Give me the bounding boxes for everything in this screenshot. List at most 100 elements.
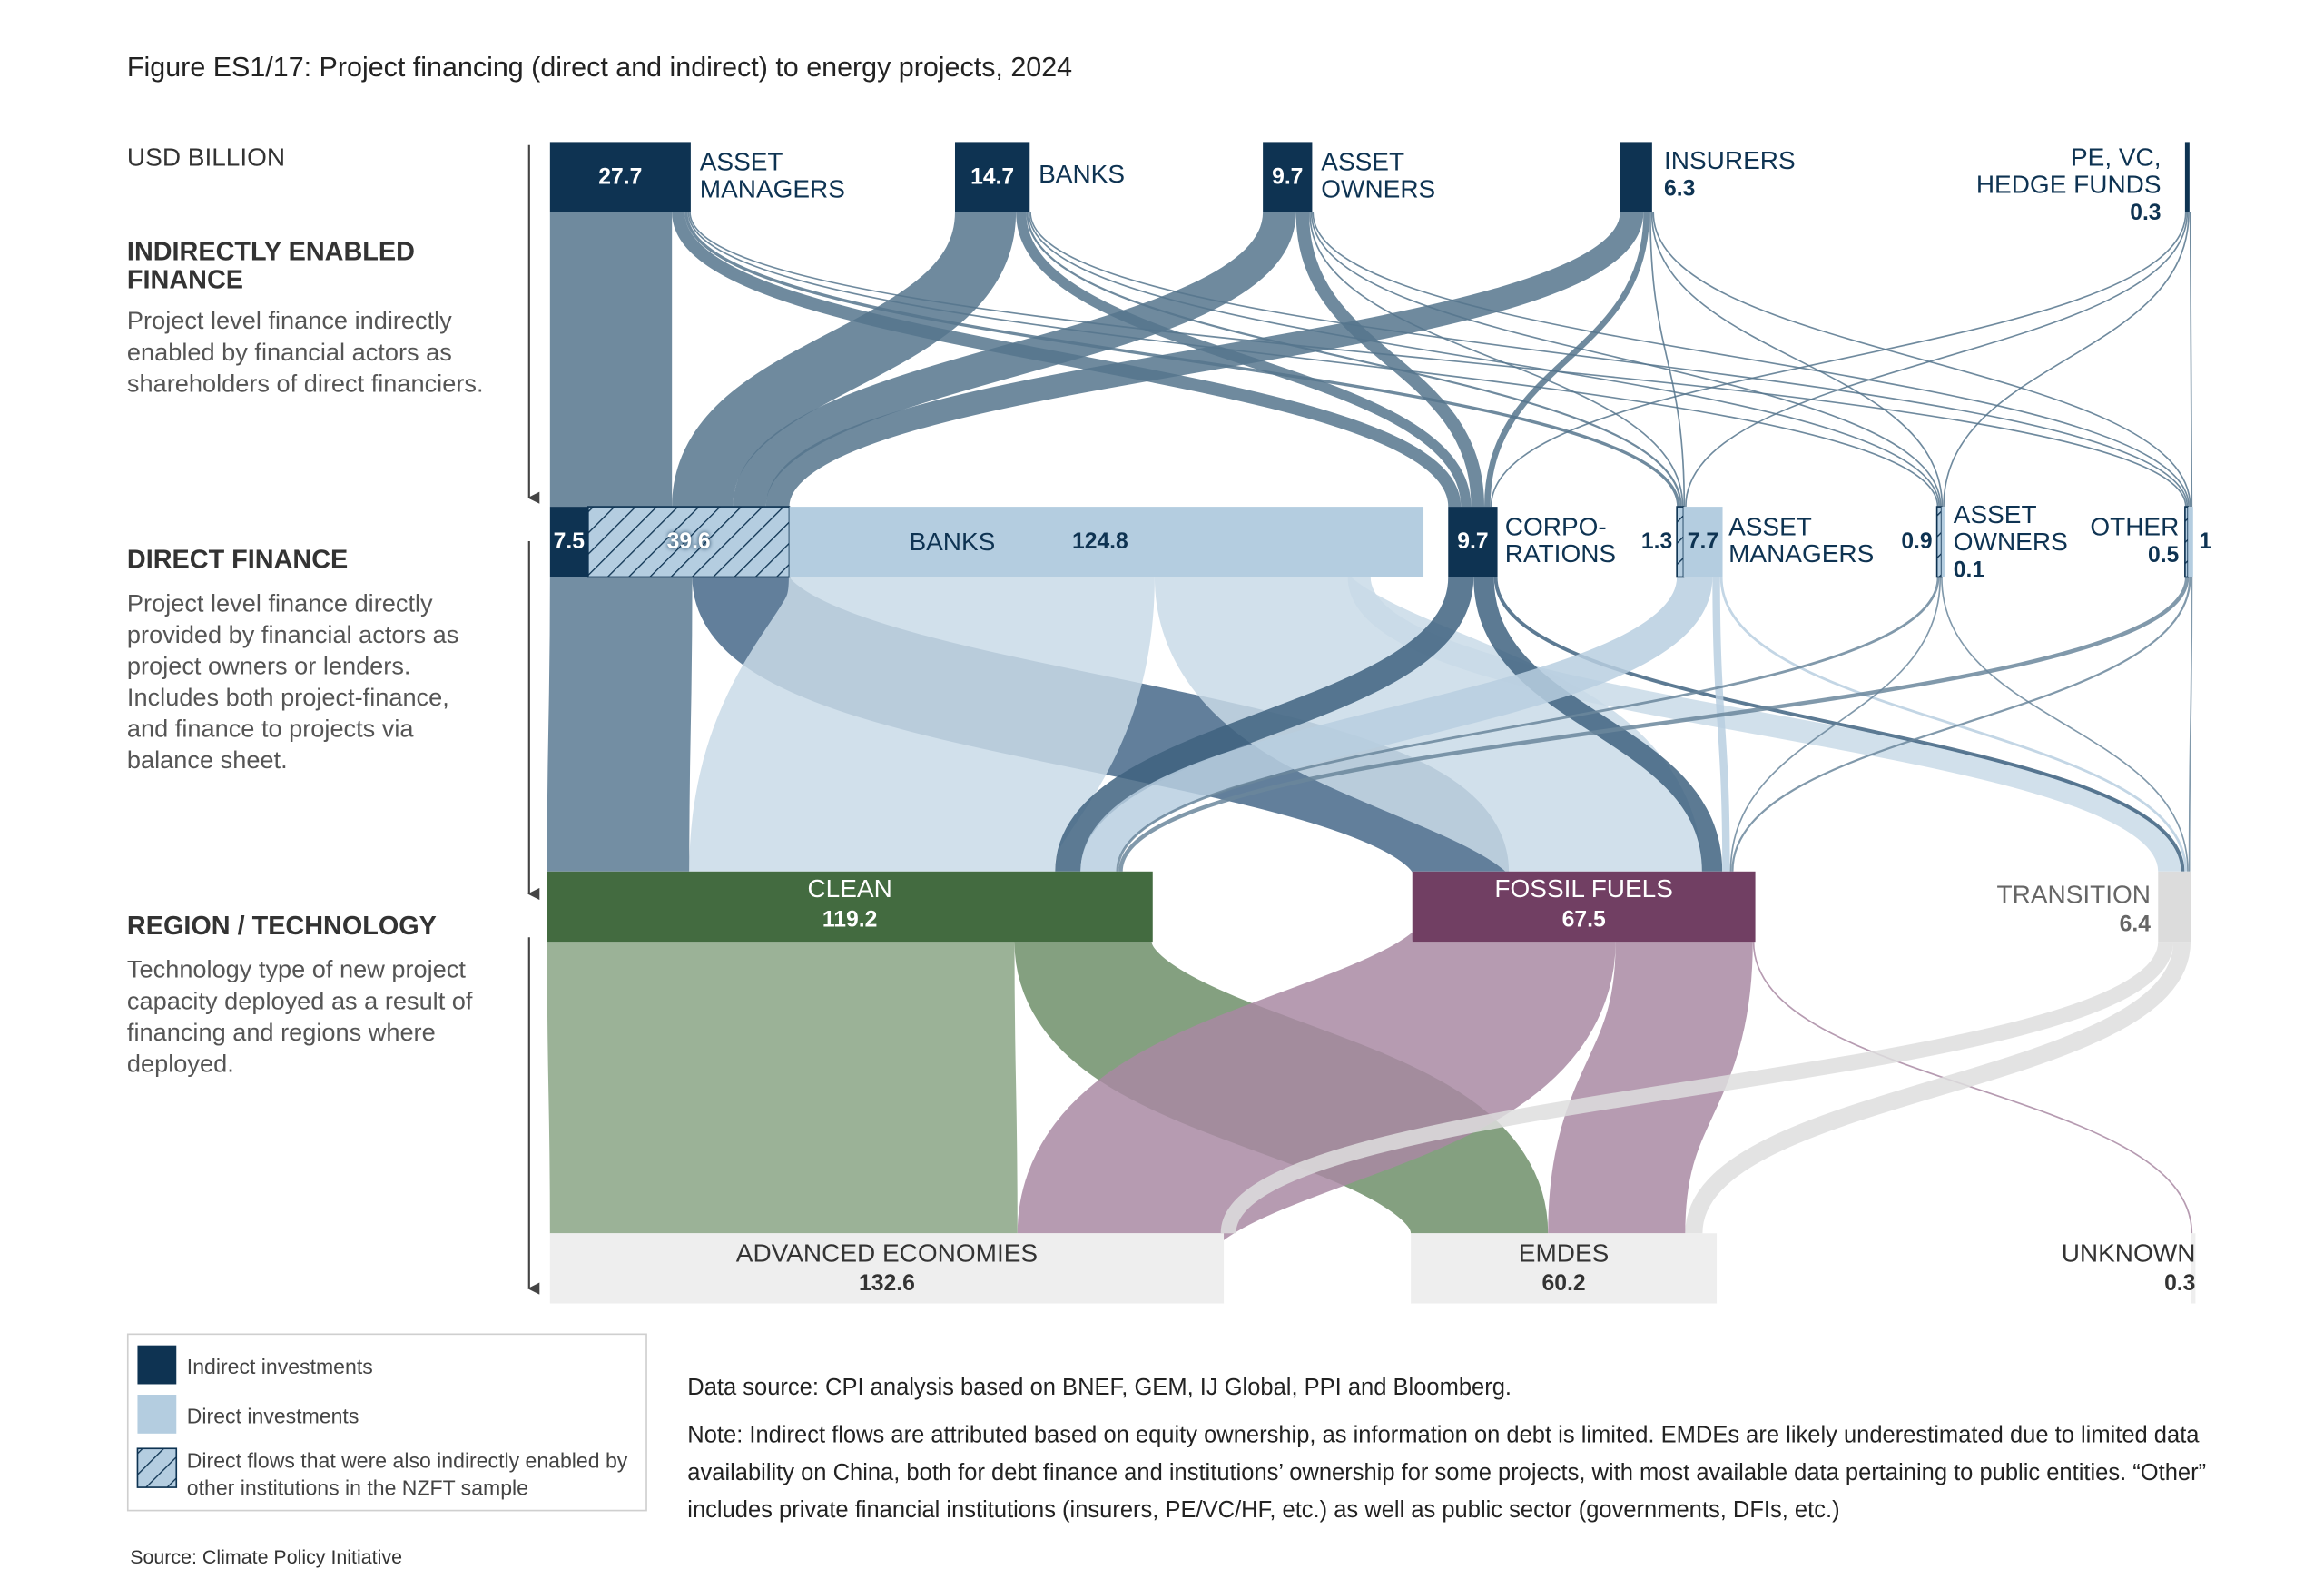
node-value: 0.9 (1901, 528, 1933, 554)
flow (1652, 212, 2191, 508)
node (2191, 1233, 2196, 1304)
node-value: 39.6 (666, 528, 711, 554)
flow (1028, 212, 1940, 508)
node-value: 60.2 (1541, 1270, 1586, 1297)
node-label: UNKNOWN (2061, 1239, 2196, 1268)
node-segment (1676, 506, 1685, 578)
flow (1116, 577, 1940, 872)
node-value: 124.8 (1071, 528, 1128, 554)
flow (689, 571, 1155, 878)
flow (1943, 212, 2190, 508)
node-label: ADVANCED ECONOMIES (735, 1239, 1039, 1268)
legend: Indirect investments Direct investments Di… (126, 1333, 647, 1512)
flow (1941, 577, 2189, 872)
level-title: DIRECT FINANCE (126, 544, 349, 575)
node-value: 9.7 (1457, 528, 1489, 554)
flow (1347, 575, 2181, 873)
flow (1752, 942, 2193, 1234)
flow (1017, 923, 1616, 1253)
node-label: PE, VC, HEDGE FUNDS (1975, 143, 2162, 199)
flow (1029, 212, 2189, 508)
node-value: 132.6 (859, 1270, 915, 1297)
node (2184, 142, 2190, 212)
flow (1493, 577, 2185, 872)
flow (1473, 577, 1723, 873)
node-segment (549, 507, 588, 577)
node-value: 0.1 (1953, 558, 1985, 584)
flow (2189, 212, 2193, 508)
node (2158, 871, 2191, 943)
flow (689, 212, 2187, 508)
legend-swatch (136, 1447, 178, 1488)
node (954, 142, 1030, 212)
flow (1080, 575, 1713, 873)
node (1411, 1233, 1718, 1304)
node (547, 871, 1153, 943)
node-label: ASSET MANAGERS (1728, 512, 1875, 568)
level-description: Project level finance directly provided … (126, 590, 459, 775)
node-value: 0.3 (2130, 200, 2162, 226)
node-value: 27.7 (598, 163, 643, 190)
node-segment (1683, 507, 1723, 577)
flow (733, 211, 1296, 508)
node-segment (789, 507, 1424, 577)
node-value: 14.7 (970, 163, 1015, 190)
node-label: FOSSIL FUELS (1494, 874, 1673, 903)
flow (1484, 212, 1650, 508)
node-label: OTHER (2090, 512, 2180, 541)
flow (1685, 941, 2191, 1234)
flow (1055, 576, 1474, 873)
node-value: 67.5 (1561, 907, 1606, 933)
flow (1220, 941, 2174, 1235)
flow (1719, 577, 2188, 872)
node (1263, 142, 1313, 212)
legend-label: Direct investments (186, 1403, 359, 1428)
node (1412, 871, 1756, 943)
node-value: 1.3 (1640, 528, 1673, 554)
node-value: 6.3 (1664, 176, 1696, 202)
flow (1731, 577, 2191, 872)
node-label: ASSET OWNERS (1321, 147, 1436, 203)
node-value: 0.5 (2147, 542, 2180, 568)
flow (1490, 212, 2187, 508)
note: Note: Indirect flows are attributed base… (687, 1423, 2207, 1524)
level-description: Project level finance indirectly enabled… (126, 308, 484, 398)
node-segment (1935, 506, 1943, 578)
legend-swatch (137, 1345, 177, 1385)
flow (672, 210, 1017, 509)
node-value: 7.5 (553, 528, 585, 554)
node-value: 7.7 (1687, 528, 1719, 554)
node-label: EMDES (1518, 1239, 1610, 1268)
flow (1312, 212, 2190, 508)
node (549, 142, 691, 212)
node-label: INSURERS (1664, 146, 1796, 175)
level-title: INDIRECTLY ENABLED FINANCE (126, 236, 415, 295)
flow (1685, 212, 2189, 508)
flow (547, 577, 693, 872)
flow (547, 942, 1018, 1234)
flow (1026, 212, 1682, 508)
flow (1309, 212, 1684, 508)
legend-label: Indirect investments (186, 1354, 373, 1378)
node-label: CLEAN (807, 874, 892, 903)
unit-label: USD BILLION (126, 143, 286, 173)
flow (1729, 577, 1942, 872)
node-value: 1 (2199, 528, 2212, 554)
source: Source: Climate Policy Initiative (130, 1545, 402, 1568)
node-value: 6.4 (2119, 912, 2152, 938)
node-label: ASSET OWNERS (1953, 500, 2068, 557)
node-label: ASSET MANAGERS (699, 147, 845, 203)
flow (1118, 577, 2190, 872)
node (1620, 142, 1652, 212)
node-label: CORPO- RATIONS (1504, 512, 1617, 568)
node-segment (1941, 507, 1945, 577)
node-value: 119.2 (822, 907, 878, 933)
flows (547, 210, 2193, 1253)
node-label: BANKS (909, 527, 996, 556)
node (1448, 507, 1498, 577)
legend-label: Direct flows that were also indirectly e… (186, 1448, 628, 1500)
node-label: TRANSITION (1996, 880, 2152, 909)
node-label: BANKS (1039, 160, 1126, 189)
